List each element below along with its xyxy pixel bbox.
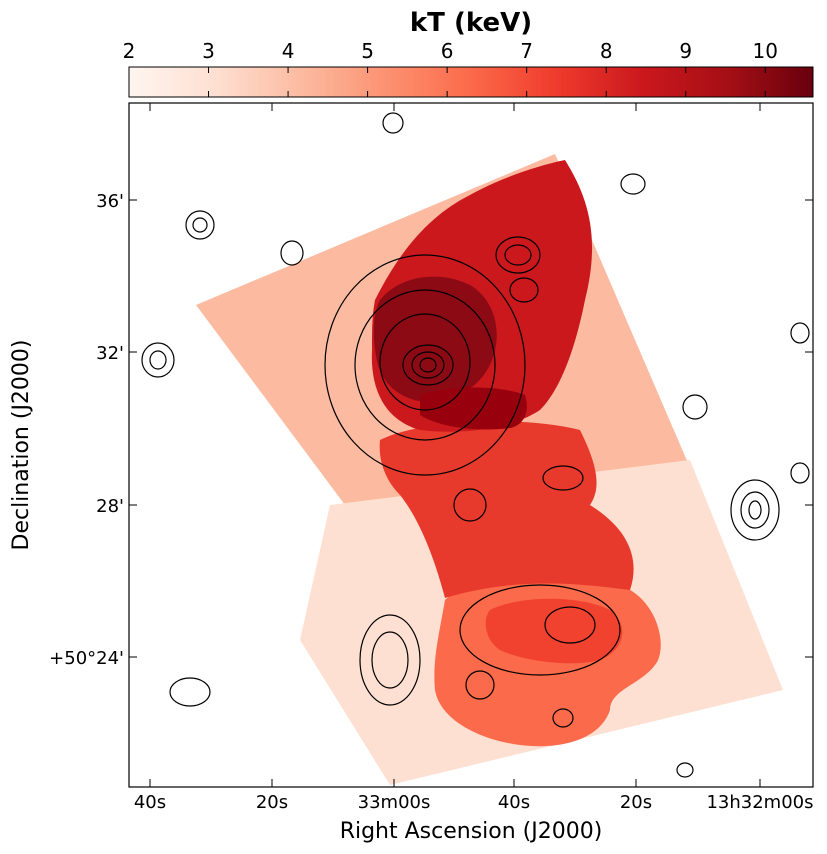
y-tick-label: 32': [96, 343, 124, 364]
region-south-inner: [485, 598, 623, 664]
x-axis-label: Right Ascension (J2000): [340, 819, 603, 844]
x-tick-label: 20s: [256, 792, 288, 813]
colorbar-tick-label: 5: [361, 39, 374, 63]
colorbar: [128, 66, 814, 98]
colorbar-tick-label: 9: [679, 39, 692, 63]
colorbar-tick-label: 6: [441, 39, 454, 63]
x-tick-label: 40s: [498, 792, 530, 813]
colorbar-ticks: 2 3 4 5 6 7 8 9 10: [123, 39, 778, 97]
plot-frame: [128, 102, 814, 788]
colorbar-tick-label: 8: [600, 39, 613, 63]
region-north-core-tail: [420, 387, 527, 430]
region-central-bridge: [379, 421, 634, 598]
y-axis-ticks: 36' 32' 28' +50°24': [49, 191, 813, 669]
y-axis-label: Declination (J2000): [9, 340, 34, 551]
x-tick-label: 33m00s: [358, 792, 431, 813]
x-tick-label: 20s: [620, 792, 652, 813]
x-tick-label: 40s: [134, 792, 166, 813]
colorbar-tick-label: 3: [202, 39, 215, 63]
x-tick-label: 13h32m00s: [706, 792, 813, 813]
colorbar-tick-label: 7: [520, 39, 533, 63]
colorbar-title: kT (keV): [410, 8, 532, 38]
x-axis-ticks: 40s 20s 33m00s 40s 20s 13h32m00s: [134, 103, 814, 813]
contours: [141, 112, 810, 778]
colorbar-tick-label: 10: [753, 39, 778, 63]
colorbar-tick-label: 4: [282, 39, 295, 63]
y-tick-label: 28': [96, 496, 124, 517]
map-layer: [141, 112, 810, 785]
colorbar-tick-label: 2: [123, 39, 136, 63]
y-tick-label: +50°24': [49, 648, 124, 669]
y-tick-label: 36': [96, 191, 124, 212]
